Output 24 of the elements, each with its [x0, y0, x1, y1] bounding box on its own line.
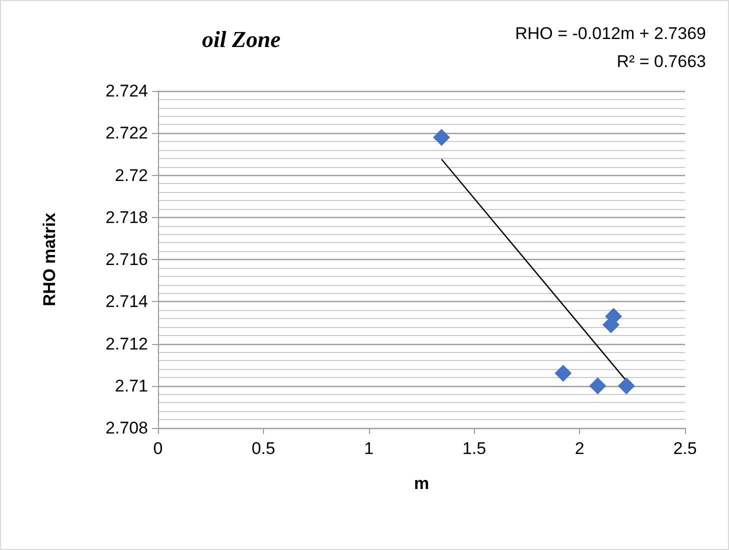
y-tick-label: 2.712: [105, 334, 148, 354]
y-axis-title: RHO matrix: [40, 212, 59, 306]
y-tick-label: 2.724: [105, 82, 148, 100]
point: [554, 364, 572, 382]
y-tick-label: 2.714: [105, 292, 148, 312]
y-tick-label: 2.72: [114, 166, 148, 185]
text: R² = 0.7663: [616, 52, 706, 71]
text: RHO = -0.012m + 2.7369: [515, 24, 706, 43]
point: [618, 377, 635, 394]
x-tick-label: 2: [574, 439, 584, 458]
point: [589, 377, 606, 394]
y-tick-label: 2.708: [105, 418, 148, 438]
x-tick-label: 1.5: [462, 439, 486, 458]
x-tick-label: 2.5: [673, 439, 697, 458]
x-axis-title: m: [414, 474, 430, 493]
y-tick-label: 2.716: [105, 250, 148, 269]
y-tick-label: 2.71: [114, 376, 148, 396]
x-tick-label: 1: [364, 439, 374, 458]
y-tick-label: 2.718: [105, 208, 148, 227]
chart-title: oil Zone: [202, 27, 281, 52]
point: [433, 128, 450, 146]
x-tick-label: 0.5: [252, 439, 276, 458]
y-tick-label: 2.722: [105, 124, 148, 143]
x-tick-label: 0: [153, 439, 163, 458]
